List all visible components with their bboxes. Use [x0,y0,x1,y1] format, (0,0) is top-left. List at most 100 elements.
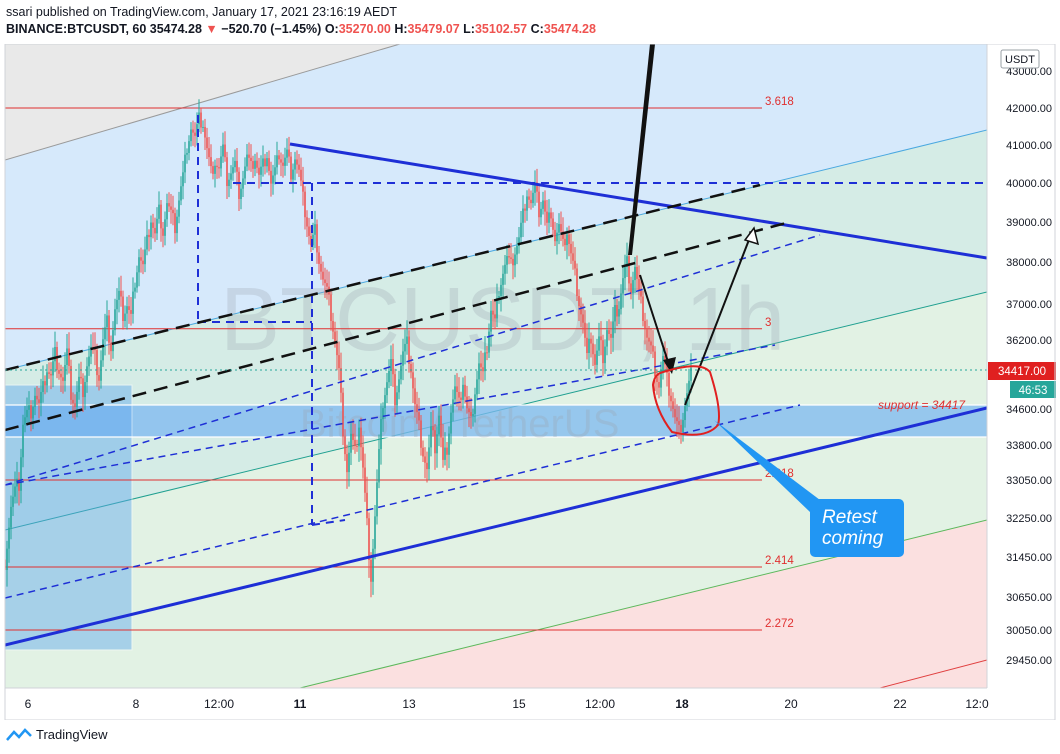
candle-body [34,395,36,407]
high-value: 35479.07 [407,22,460,36]
candle-body [410,363,412,373]
blue-dashed-channel [5,344,776,486]
candle-body [504,264,506,274]
candle-body [28,405,30,410]
x-tick-label: 6 [25,697,32,711]
candle-body [550,212,552,219]
symbol[interactable]: BINANCE:BTCUSDT, 60 [6,22,147,36]
channel-band-gray [5,44,987,160]
candle-body [30,405,32,419]
candle-body [340,368,342,393]
candle-body [500,284,502,297]
symbol-line: BINANCE:BTCUSDT, 60 35474.28 ▼ −520.70 (… [6,21,596,38]
candle-body [110,342,112,352]
candle-body [450,412,452,434]
x-tick-label: 22 [893,697,907,711]
candle-body [40,391,42,403]
x-tick-label: 18 [675,697,689,711]
channel-line-red [879,659,987,688]
candle-body [186,152,188,155]
candle-body [336,342,338,356]
candle-body [586,337,588,354]
candle-body [332,320,334,332]
watermark-subtitle: Bitcoin / TetherUS [300,402,619,446]
price-chart[interactable]: BTCUSDT, 1h Bitcoin / TetherUS 3.61832.6… [0,44,1060,720]
candle-body [354,439,356,447]
candle-body [594,354,596,365]
dashed-bottom-mid [311,519,346,526]
candle-body [76,391,78,407]
candle-body [78,376,80,392]
candle-body [680,424,682,432]
black-dashed-channel-bottom [5,220,791,432]
candle-body [416,404,418,413]
candle-body [524,208,526,211]
blue-dashed-lower-1 [5,404,801,599]
candle-body [554,229,556,242]
candle-body [230,173,232,180]
plot-area[interactable]: BTCUSDT, 1h Bitcoin / TetherUS 3.61832.6… [4,44,987,688]
candle-body [292,169,294,180]
candle-body [36,395,38,400]
candle-body [80,376,82,379]
candle-body [688,380,690,394]
currency-label: USDT [1005,54,1035,66]
candle-body [544,200,546,212]
candle-body [374,516,376,549]
candle-body [352,433,354,440]
brand-name[interactable]: TradingView [36,727,108,742]
published-line: ssari published on TradingView.com, Janu… [6,5,397,19]
candle-body [114,309,116,331]
candle-body [430,426,432,448]
candle-body [458,391,460,398]
y-tick-label: 36200.00 [1006,335,1052,347]
candle-body [428,447,430,470]
candle-body [250,157,252,162]
price-axis[interactable]: 43000.00 42000.00 41000.00 40000.00 39000.00… [986,44,1060,688]
candle-body [540,208,542,218]
candle-body [656,376,658,383]
candle-body [434,430,436,454]
candle-body [486,352,488,354]
candle-body [46,372,48,386]
candle-body [426,462,428,470]
last-price-tag [988,362,1056,380]
candle-body [452,399,454,413]
candle-body [158,204,160,219]
candle-body [676,417,678,422]
candle-body [338,355,340,369]
candle-body [124,313,126,321]
candle-body [548,212,550,223]
candle-body [26,409,28,418]
callout-line: coming [822,528,884,549]
candle-body [120,290,122,297]
candle-body [18,478,20,491]
candle-body [556,232,558,242]
candle-body [318,252,320,264]
candle-body [142,260,144,265]
candle-body [248,154,250,158]
candle-body [438,415,440,435]
arrow-down-line [639,274,671,369]
candle-body [270,170,272,184]
candle-body [406,336,408,344]
candle-body [246,154,248,167]
candle-body [72,399,74,404]
time-axis[interactable]: 6 8 12:00 11 13 15 12:00 18 20 22 12:0 [0,687,1060,720]
candle-body [180,186,182,201]
candle-body [204,126,206,138]
candle-body [440,415,442,438]
candle-body [492,310,494,315]
candle-body [228,179,230,187]
candle-body [314,224,316,235]
candle-body [530,199,532,204]
candle-body [294,159,296,170]
candle-body [558,224,560,233]
candle-body [10,506,12,528]
candle-body [370,560,372,582]
candle-body [138,257,140,273]
candle-body [652,345,654,352]
candle-body [298,164,300,170]
candle-body [8,527,10,549]
currency-badge [1000,49,1040,69]
